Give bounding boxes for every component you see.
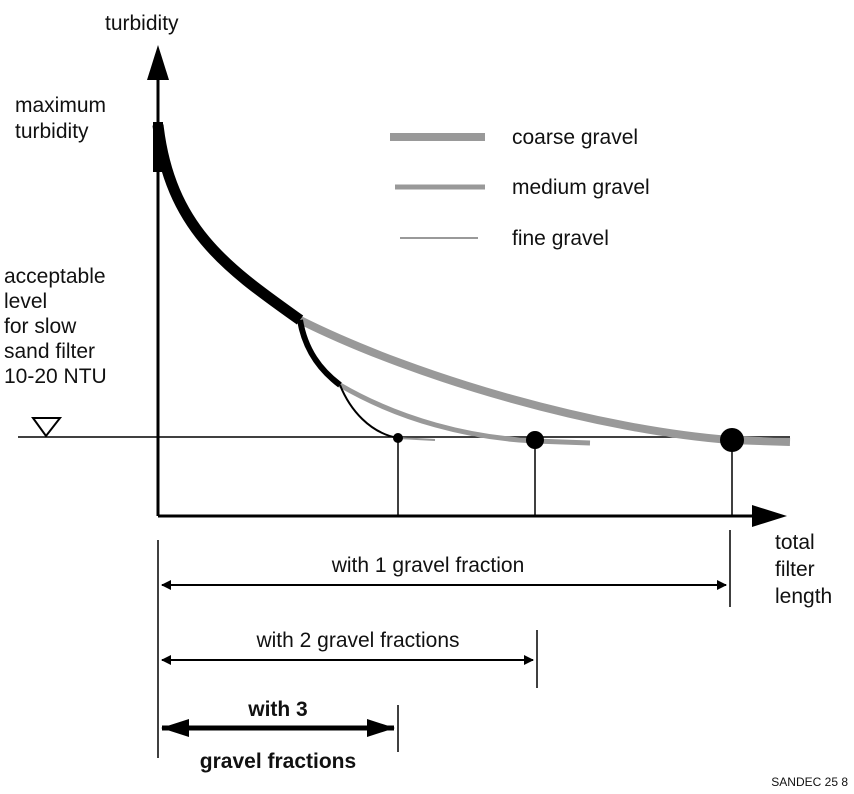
curve-thin — [339, 384, 399, 439]
x-axis-label: total filter length — [775, 531, 832, 608]
span-label: with 1 gravel fraction — [331, 554, 525, 577]
coarse-curve — [298, 316, 791, 446]
legend-label: coarse gravel — [512, 126, 638, 149]
end-dot — [393, 433, 403, 443]
level-symbol — [31, 417, 63, 438]
legend-label: medium gravel — [512, 176, 650, 199]
end-dot — [526, 431, 544, 449]
span-label: with 2 gravel fractions — [255, 629, 459, 652]
curve-thick — [152, 124, 304, 325]
span-label: with 3 — [247, 698, 308, 721]
x-arrow — [752, 505, 787, 527]
y-arrow — [147, 45, 169, 80]
max-label: maximum turbidity — [15, 94, 106, 143]
y-axis-label: turbidity — [105, 12, 179, 35]
medium-curve — [338, 382, 591, 446]
acceptable-label: acceptable level for slow sand filter 10-20 … — [4, 265, 107, 388]
end-dot — [720, 428, 744, 452]
max-bar — [153, 122, 163, 172]
curve-mid — [297, 319, 342, 388]
span-label: gravel fractions — [200, 750, 356, 773]
credit: SANDEC 25 8 — [771, 775, 848, 789]
legend-label: fine gravel — [512, 227, 609, 250]
fine-curve — [397, 437, 436, 441]
